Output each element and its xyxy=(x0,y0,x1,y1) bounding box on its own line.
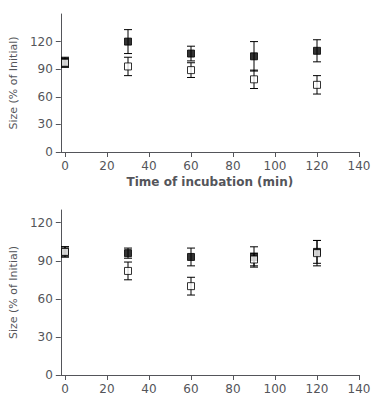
svg-text:100: 100 xyxy=(264,159,287,173)
svg-text:60: 60 xyxy=(183,159,198,173)
svg-text:0: 0 xyxy=(61,159,69,173)
svg-text:40: 40 xyxy=(141,159,156,173)
svg-text:100: 100 xyxy=(264,382,287,396)
svg-text:30: 30 xyxy=(38,330,53,344)
svg-text:20: 20 xyxy=(99,159,114,173)
svg-text:0: 0 xyxy=(45,145,53,159)
svg-text:60: 60 xyxy=(38,90,53,104)
svg-text:140: 140 xyxy=(348,382,371,396)
svg-text:80: 80 xyxy=(225,382,240,396)
svg-text:60: 60 xyxy=(38,292,53,306)
svg-text:30: 30 xyxy=(38,117,53,131)
svg-text:90: 90 xyxy=(38,254,53,268)
svg-text:Time of incubation (min): Time of incubation (min) xyxy=(127,175,294,189)
svg-text:120: 120 xyxy=(30,35,53,49)
svg-text:0: 0 xyxy=(61,382,69,396)
svg-text:120: 120 xyxy=(306,382,329,396)
svg-text:0: 0 xyxy=(45,368,53,382)
svg-text:Size (% of Initial): Size (% of Initial) xyxy=(7,246,20,339)
svg-text:20: 20 xyxy=(99,382,114,396)
svg-text:60: 60 xyxy=(183,382,198,396)
svg-text:90: 90 xyxy=(38,62,53,76)
svg-text:120: 120 xyxy=(30,216,53,230)
svg-text:Size (% of Initial): Size (% of Initial) xyxy=(7,36,20,129)
svg-text:40: 40 xyxy=(141,382,156,396)
svg-text:80: 80 xyxy=(225,159,240,173)
svg-text:140: 140 xyxy=(348,159,371,173)
svg-text:120: 120 xyxy=(306,159,329,173)
